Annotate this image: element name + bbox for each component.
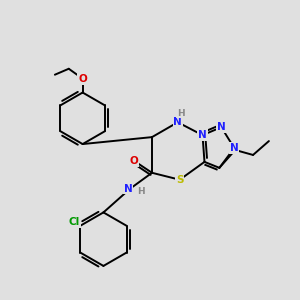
Text: O: O xyxy=(130,156,139,166)
Text: H: H xyxy=(137,187,145,196)
Text: N: N xyxy=(217,122,226,132)
Text: S: S xyxy=(176,175,184,185)
Text: Cl: Cl xyxy=(69,217,80,227)
Text: N: N xyxy=(173,117,182,127)
Text: N: N xyxy=(198,130,207,140)
Text: H: H xyxy=(177,109,184,118)
Text: O: O xyxy=(78,74,87,84)
Text: N: N xyxy=(230,143,239,153)
Text: N: N xyxy=(124,184,133,194)
